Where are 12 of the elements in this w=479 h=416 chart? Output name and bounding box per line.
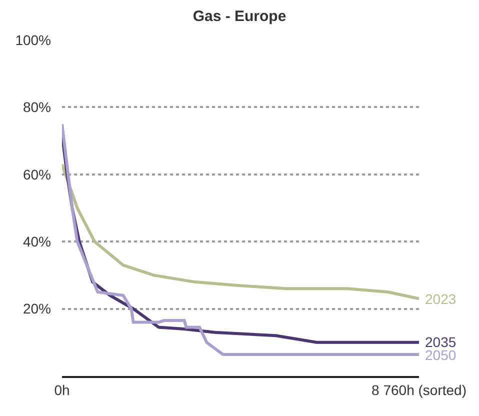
y-tick-label: 100% <box>15 32 51 48</box>
line-series <box>62 162 419 300</box>
y-tick-label: 40% <box>22 234 51 250</box>
series-label: 2035 <box>425 334 456 350</box>
series-label: 2023 <box>425 291 456 307</box>
y-tick-label: 60% <box>22 166 51 182</box>
series-label: 2050 <box>425 347 456 363</box>
x-tick-label: 8 760h (sorted) <box>372 382 466 398</box>
y-tick-label: 20% <box>22 300 51 317</box>
y-tick-label: 80% <box>22 99 51 116</box>
chart-title: Gas - Europe <box>192 8 286 25</box>
x-tick-label: 0h <box>54 382 70 398</box>
